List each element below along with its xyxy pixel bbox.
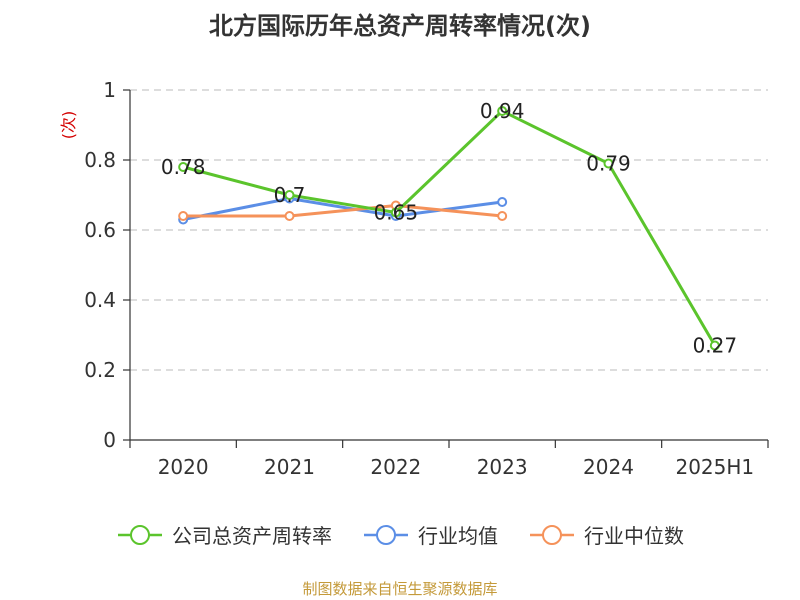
legend-item[interactable]: 行业均值 [362,520,498,549]
data-label: 0.7 [274,183,306,207]
legend-label: 公司总资产周转率 [172,524,332,548]
chart-title: 北方国际历年总资产周转率情况(次) [209,12,591,40]
y-tick-label: 1 [103,78,116,102]
data-point[interactable] [709,340,720,351]
data-point[interactable] [497,106,508,116]
x-tick-label: 2021 [264,455,315,479]
series-line [182,197,503,221]
data-label: 0.94 [480,99,525,123]
y-tick-label: 0.4 [84,288,116,312]
data-label: 0.78 [161,155,206,179]
x-tick-label: 2022 [370,455,421,479]
y-tick-label: 0 [103,428,116,452]
data-point[interactable] [284,190,295,200]
legend-item[interactable]: 行业中位数 [528,520,684,549]
x-tick-label: 2020 [158,455,209,479]
legend-label: 行业中位数 [584,524,684,548]
legend-label: 行业均值 [418,524,498,548]
y-tick-label: 0.8 [84,148,116,172]
legend-swatch-icon [118,524,162,545]
legend-swatch-icon [530,524,574,545]
y-tick-label: 0.2 [84,358,116,382]
data-point[interactable] [603,158,614,169]
legend-swatch-icon [364,524,408,545]
data-label: 0.79 [586,152,631,176]
data-point[interactable] [390,207,401,218]
y-axis-unit-label: (次) [59,111,78,140]
data-point[interactable] [178,162,189,172]
series-line [183,204,503,218]
x-tick-label: 2023 [477,455,528,479]
y-tick-label: 0.6 [84,218,116,242]
data-label: 0.65 [374,201,419,225]
legend-item[interactable]: 公司总资产周转率 [116,520,332,549]
chart-legend: 公司总资产周转率 行业均值 行业中位数 [0,520,800,549]
data-point[interactable] [284,211,295,221]
x-tick-label: 2024 [583,455,634,479]
series-line [182,109,717,347]
data-source-note: 制图数据来自恒生聚源数据库 [302,580,498,598]
data-point[interactable] [178,211,189,221]
data-label: 0.27 [693,334,738,358]
data-point[interactable] [497,211,508,221]
data-point[interactable] [497,197,508,207]
x-tick-label: 2025H1 [675,455,754,479]
